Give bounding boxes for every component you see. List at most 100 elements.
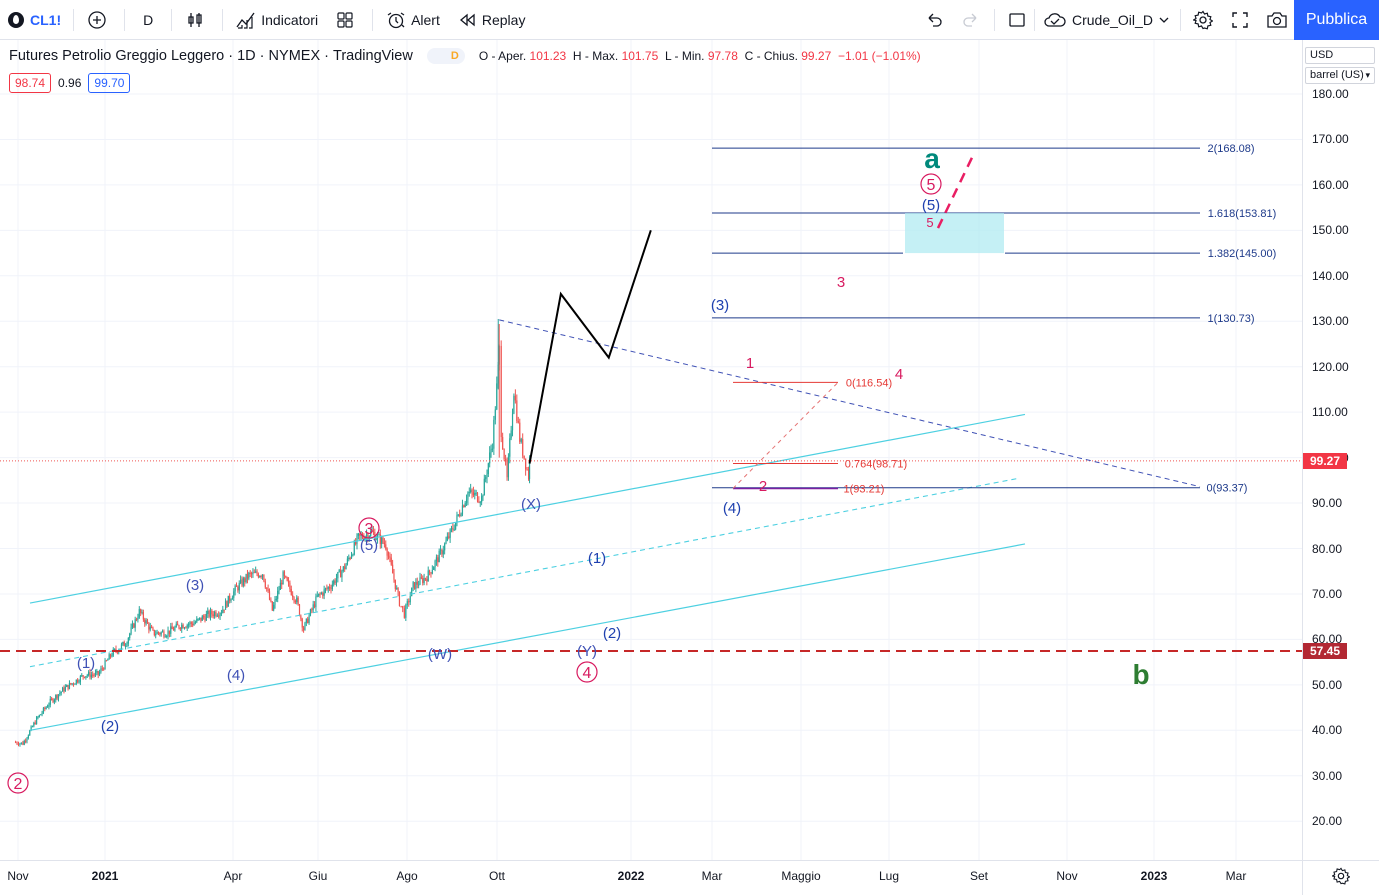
- candle-body: [267, 588, 269, 592]
- candle-body: [179, 628, 181, 630]
- candle-body: [60, 691, 62, 694]
- candle-body: [309, 609, 312, 616]
- candle-body: [226, 601, 228, 607]
- candle-body: [385, 544, 387, 549]
- candle-body: [196, 619, 198, 623]
- ohlc-values: O - Aper. 101.23 H - Max. 101.75 L - Min…: [479, 49, 921, 63]
- candle-body: [129, 633, 131, 638]
- projection-continuation: [936, 157, 974, 229]
- candle-body: [88, 671, 90, 676]
- candle-body: [170, 626, 172, 634]
- bid-box[interactable]: 98.74: [9, 73, 52, 93]
- indicators-button[interactable]: Indicatori: [227, 0, 326, 40]
- candle-body: [356, 535, 358, 545]
- replay-label: Replay: [481, 11, 526, 28]
- settings-button[interactable]: [1184, 0, 1226, 40]
- candle-body: [491, 448, 493, 450]
- symbol-search[interactable]: CL1!: [0, 0, 69, 40]
- compare-button[interactable]: [78, 0, 120, 40]
- candle-body: [481, 496, 483, 503]
- candle-body: [449, 529, 451, 538]
- candle-body: [49, 698, 51, 705]
- candle-body: [509, 438, 511, 457]
- fullscreen-select-button[interactable]: [998, 0, 1040, 40]
- candle-body: [153, 629, 155, 636]
- candle-body: [189, 622, 191, 625]
- candle-body: [123, 642, 125, 647]
- candle-body: [107, 659, 109, 661]
- unit-select[interactable]: barrel (US) ▾: [1305, 67, 1375, 84]
- candle-body: [297, 597, 299, 605]
- candle-body: [405, 605, 407, 618]
- price-axis-label: 20.00: [1312, 814, 1343, 829]
- candle-body: [471, 489, 473, 493]
- wave-label: (X): [521, 496, 541, 513]
- gear-icon: [1330, 866, 1351, 890]
- candle-body: [207, 610, 209, 614]
- candle-body: [298, 604, 301, 616]
- candle-body: [48, 704, 50, 707]
- candle-body: [278, 589, 280, 591]
- candle-body: [59, 693, 61, 695]
- undo-button[interactable]: [915, 0, 957, 40]
- rewind-icon: [456, 9, 478, 31]
- candle-body: [472, 492, 475, 496]
- candle-body: [446, 536, 448, 541]
- spread-value: 0.96: [58, 76, 82, 90]
- price-axis[interactable]: [1302, 40, 1379, 860]
- ask-box[interactable]: 99.70: [88, 73, 131, 93]
- chevron-down-icon: [1157, 9, 1171, 31]
- fullscreen-button[interactable]: [1221, 0, 1263, 40]
- candle-body: [270, 599, 272, 602]
- candle-body: [244, 578, 246, 583]
- layout-menu-button[interactable]: Crude_Oil_D: [1034, 0, 1183, 40]
- candle-body: [382, 537, 384, 543]
- candle-body: [331, 584, 333, 590]
- layouts-button[interactable]: [326, 0, 368, 40]
- time-axis[interactable]: Nov 2021 Apr Giu Ago Ott 2022 Mar Maggio Lug Set No…: [0, 860, 1302, 895]
- wave-label: (1): [588, 550, 606, 567]
- alert-button[interactable]: Alert: [377, 0, 448, 40]
- candle-body: [439, 549, 442, 551]
- currency-select[interactable]: USD: [1305, 47, 1375, 64]
- candle-body: [93, 674, 95, 676]
- delay-badge[interactable]: D: [426, 48, 465, 64]
- candle-body: [330, 588, 332, 590]
- candle-body: [352, 554, 354, 556]
- fib-retracement-label: 0.764(98.71): [845, 458, 907, 470]
- current-price-tag: 99.27: [1303, 452, 1347, 469]
- replay-button[interactable]: Replay: [448, 0, 534, 40]
- price-chart[interactable]: 2(168.08) 1.618(153.81) 1.382(145.00) 1(130…: [0, 40, 1302, 860]
- candle-body: [114, 648, 116, 650]
- wave-label: (3): [186, 577, 204, 594]
- candle-body: [316, 595, 318, 597]
- channel-upper-line: [29, 413, 1026, 604]
- candle-body: [145, 620, 147, 624]
- candle-body: [186, 624, 188, 628]
- candle-body: [444, 543, 446, 551]
- candle-body: [349, 557, 351, 559]
- candle-body: [452, 528, 454, 530]
- candle-body: [203, 616, 205, 618]
- candle-body: [83, 676, 86, 678]
- candle-body: [38, 714, 40, 718]
- candle-body: [507, 456, 510, 478]
- legend-sep: ·: [224, 48, 238, 64]
- publish-button[interactable]: Pubblica: [1294, 0, 1379, 40]
- candle-body: [423, 578, 425, 583]
- oil-drop-icon: [8, 11, 24, 28]
- candle-body: [422, 578, 424, 583]
- candle-body: [522, 439, 524, 456]
- candle-body: [511, 413, 514, 431]
- candle-body: [29, 730, 31, 736]
- candle-body: [224, 601, 227, 610]
- interval-button[interactable]: D: [129, 0, 167, 40]
- chart-type-button[interactable]: [176, 0, 218, 40]
- axis-settings-button[interactable]: [1302, 860, 1379, 895]
- candle-body: [55, 695, 57, 700]
- candle-body: [433, 567, 435, 570]
- low-value: 97.78: [707, 49, 738, 63]
- redo-button[interactable]: [952, 0, 994, 40]
- candle-body: [287, 580, 290, 583]
- snapshot-button[interactable]: [1258, 0, 1300, 40]
